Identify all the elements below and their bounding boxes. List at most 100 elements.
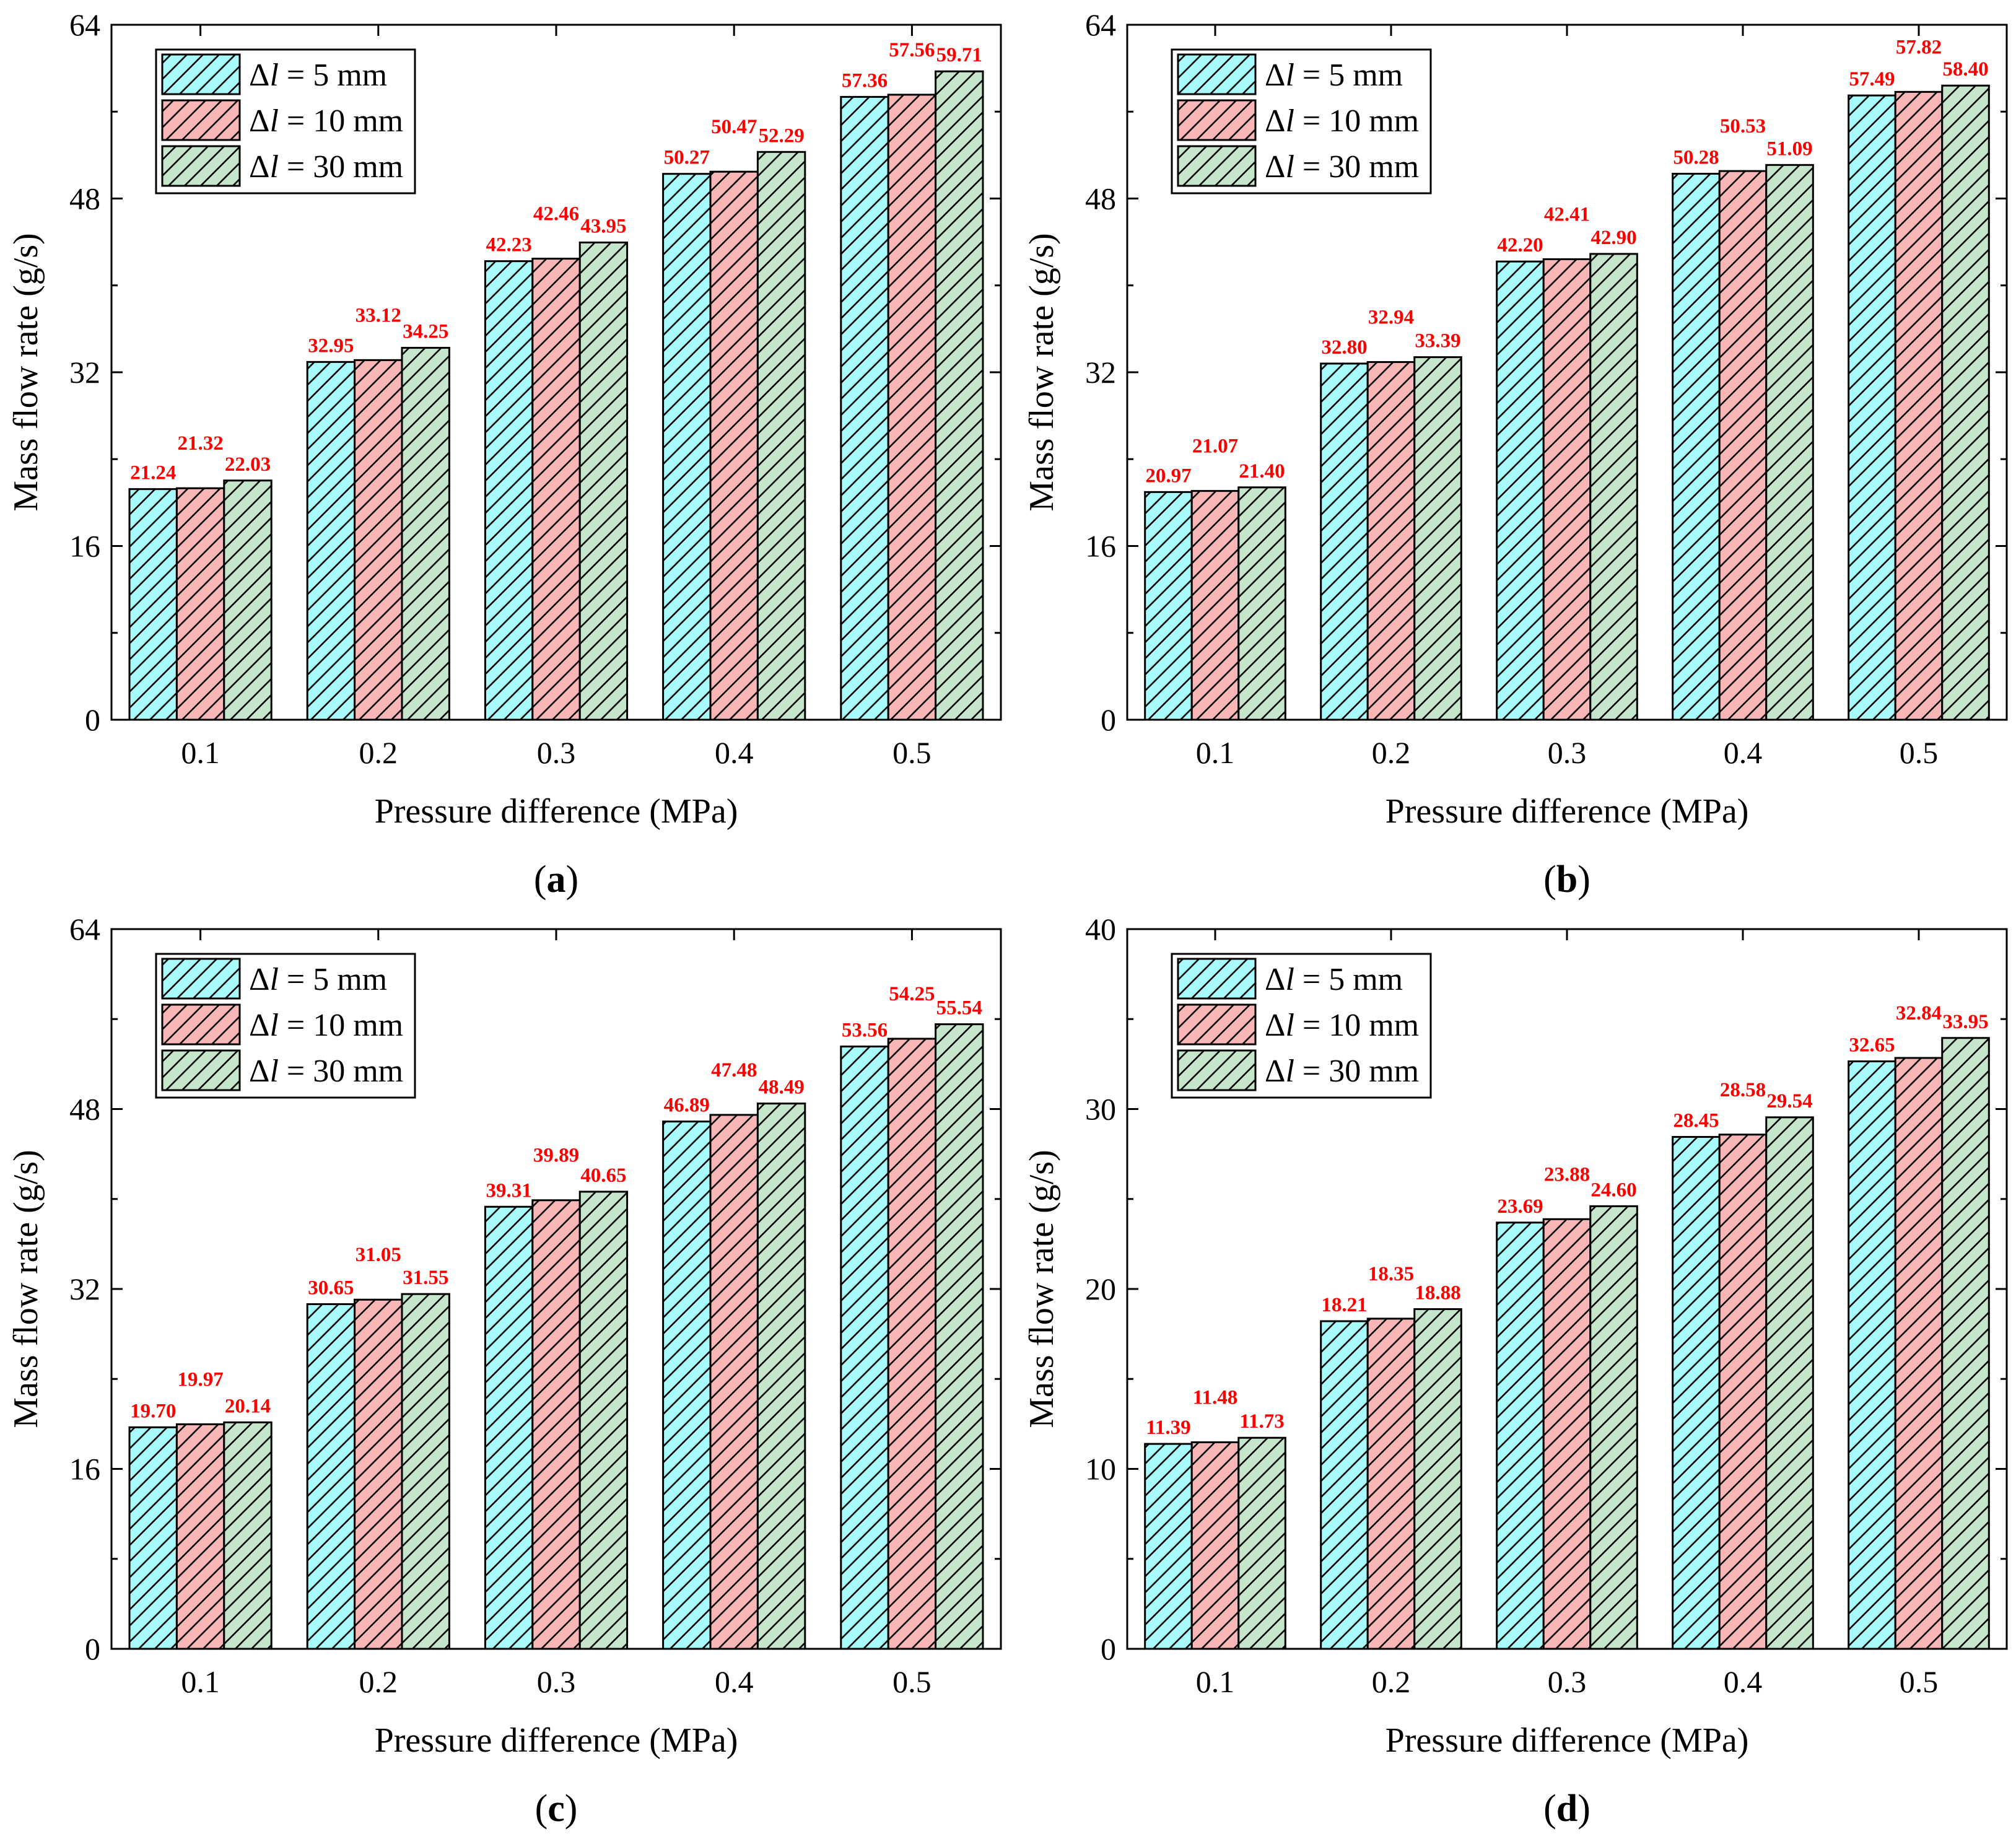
bar-d-s1-c0 [1190, 1441, 1240, 1650]
value-label: 21.32 [177, 432, 223, 455]
x-tick-label: 0.3 [1548, 735, 1587, 770]
value-label: 32.84 [1896, 1002, 1942, 1024]
bar-a-s0-c1 [306, 360, 356, 721]
y-tick-label: 16 [69, 529, 100, 564]
value-label: 51.09 [1766, 138, 1812, 160]
value-label: 50.27 [664, 147, 710, 169]
bar-c-s1-c4 [887, 1037, 937, 1650]
y-tick-label: 64 [1085, 7, 1116, 42]
value-label: 28.45 [1673, 1110, 1719, 1132]
value-label: 11.39 [1146, 1417, 1190, 1439]
panel-label: (c) [535, 1788, 578, 1830]
y-axis-title: Mass flow rate (g/s) [1023, 233, 1061, 511]
x-tick-label: 0.1 [1196, 1664, 1235, 1699]
y-tick-label: 30 [1085, 1092, 1116, 1127]
bar-b-s1-c0 [1190, 490, 1240, 721]
bar-d-s0-c3 [1672, 1136, 1721, 1650]
bar-b-s0-c2 [1496, 260, 1545, 721]
bar-d-s2-c1 [1413, 1308, 1462, 1650]
y-tick-label: 48 [69, 181, 100, 216]
legend-swatch [1177, 1049, 1257, 1091]
y-axis-title: Mass flow rate (g/s) [1023, 1150, 1061, 1428]
value-label: 50.28 [1673, 147, 1719, 169]
bar-a-s1-c4 [887, 94, 937, 721]
bar-a-s0-c4 [840, 95, 889, 721]
legend-swatch [161, 1003, 241, 1046]
bar-a-s1-c3 [709, 170, 759, 721]
legend-swatch [161, 53, 241, 95]
x-tick-label: 0.4 [1724, 1664, 1763, 1699]
y-tick-label: 64 [69, 7, 100, 42]
bar-b-s1-c1 [1366, 361, 1416, 721]
value-label: 57.36 [842, 69, 888, 92]
bar-a-s0-c3 [662, 173, 712, 721]
y-tick-label: 64 [69, 912, 100, 946]
bar-b-s1-c3 [1718, 170, 1768, 721]
value-label: 31.05 [356, 1244, 401, 1266]
legend-swatch [1177, 145, 1257, 187]
value-label: 29.54 [1766, 1090, 1812, 1112]
y-tick-label: 10 [1085, 1452, 1116, 1487]
legend-label: Δl = 30 mm [249, 1054, 403, 1089]
bar-b-s2-c2 [1589, 253, 1638, 721]
bar-a-s2-c2 [578, 242, 629, 721]
value-label: 43.95 [580, 216, 626, 238]
bar-d-s2-c0 [1237, 1436, 1286, 1650]
y-tick-label: 20 [1085, 1272, 1116, 1306]
value-label: 47.48 [711, 1059, 757, 1081]
legend-swatch [161, 99, 241, 141]
bar-d-s1-c3 [1718, 1134, 1768, 1650]
legend: Δl = 5 mm Δl = 10 mm Δl = 30 mm [155, 48, 416, 194]
value-label: 21.07 [1192, 435, 1238, 458]
value-label: 42.20 [1497, 234, 1543, 256]
value-label: 24.60 [1591, 1179, 1636, 1201]
legend-label: Δl = 5 mm [1265, 58, 1403, 93]
value-label: 18.88 [1415, 1282, 1460, 1304]
legend-swatch [1177, 99, 1257, 141]
x-tick-label: 0.5 [892, 1664, 932, 1699]
value-label: 55.54 [936, 997, 982, 1020]
value-label: 33.39 [1415, 330, 1460, 352]
legend-label: Δl = 5 mm [1265, 962, 1403, 997]
value-label: 21.24 [130, 462, 176, 484]
x-tick-label: 0.4 [715, 735, 754, 770]
value-label: 40.65 [580, 1164, 626, 1187]
legend-label: Δl = 5 mm [249, 58, 387, 93]
value-label: 28.58 [1720, 1079, 1766, 1101]
bar-d-s2-c2 [1589, 1205, 1638, 1650]
x-axis-title: Pressure difference (MPa) [1385, 792, 1749, 831]
x-axis-title: Pressure difference (MPa) [1385, 1721, 1749, 1760]
value-label: 54.25 [889, 983, 935, 1005]
bar-c-s0-c3 [662, 1120, 712, 1650]
legend-label: Δl = 30 mm [1265, 149, 1419, 185]
value-label: 57.82 [1896, 36, 1942, 58]
value-label: 46.89 [664, 1094, 710, 1117]
y-tick-label: 32 [69, 355, 100, 390]
value-label: 20.14 [225, 1395, 271, 1417]
x-axis-title: Pressure difference (MPa) [375, 792, 738, 831]
bar-a-s2-c3 [756, 151, 806, 721]
bar-b-s0-c3 [1672, 173, 1721, 721]
value-label: 21.40 [1239, 460, 1285, 483]
bar-a-s2-c4 [935, 70, 984, 721]
value-label: 19.70 [130, 1400, 176, 1422]
value-label: 33.12 [356, 304, 401, 326]
bar-d-s0-c4 [1848, 1060, 1896, 1650]
bar-a-s1-c2 [531, 258, 581, 721]
bar-a-s2-c1 [401, 347, 450, 721]
x-tick-label: 0.4 [1724, 735, 1763, 770]
x-tick-label: 0.2 [1372, 1664, 1411, 1699]
bar-d-s2-c3 [1765, 1116, 1814, 1650]
legend-swatch [161, 958, 241, 1000]
y-tick-label: 48 [69, 1092, 100, 1127]
bar-d-s1-c1 [1366, 1317, 1416, 1650]
legend-swatch [1177, 958, 1257, 1000]
value-label: 53.56 [842, 1020, 888, 1042]
bar-a-s1-c1 [354, 359, 403, 721]
value-label: 39.89 [533, 1145, 579, 1167]
bar-b-s2-c3 [1765, 164, 1814, 721]
x-tick-label: 0.4 [715, 1664, 754, 1699]
